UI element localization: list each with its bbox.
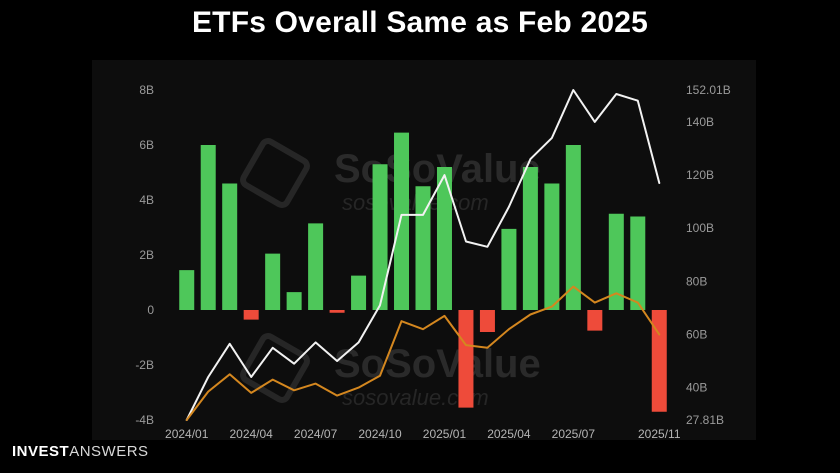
right-tick-label: 120B <box>686 168 714 182</box>
bar-2024/11 <box>394 132 410 310</box>
right-tick-label: 100B <box>686 221 714 235</box>
bar-2024/04 <box>243 310 259 320</box>
right-tick-label: 152.01B <box>686 83 731 97</box>
right-tick-label: 140B <box>686 115 714 129</box>
bar-2025/06 <box>544 183 560 310</box>
left-tick-label: -4B <box>135 413 154 427</box>
left-tick-label: 8B <box>139 83 154 97</box>
bar-2024/08 <box>329 310 345 313</box>
x-tick-label: 2025/04 <box>487 427 531 440</box>
x-tick-label: 2024/01 <box>165 427 209 440</box>
bar-2024/06 <box>286 292 302 310</box>
bar-2025/02 <box>458 310 474 408</box>
x-tick-label: 2024/07 <box>294 427 338 440</box>
x-tick-label: 2024/10 <box>358 427 402 440</box>
bar-2025/09 <box>608 213 624 310</box>
bar-2024/10 <box>372 164 388 310</box>
x-tick-label: 2025/11 <box>638 427 681 440</box>
x-tick-label: 2024/04 <box>229 427 273 440</box>
line-series <box>185 89 661 421</box>
bar-2024/03 <box>222 183 238 310</box>
bar-2025/01 <box>436 167 452 310</box>
line-series-2 <box>185 285 661 421</box>
right-tick-label: 60B <box>686 327 707 341</box>
bar-2024/05 <box>265 253 281 310</box>
bar-2024/09 <box>351 275 367 310</box>
bar-series <box>179 132 667 412</box>
bar-2025/10 <box>630 216 646 310</box>
brand-bold: INVEST <box>12 443 70 460</box>
x-tick-label: 2025/01 <box>423 427 467 440</box>
bar-2025/08 <box>587 310 603 331</box>
brand-logo: INVESTANSWERS <box>12 443 149 460</box>
right-tick-label: 80B <box>686 274 707 288</box>
chart-svg: SoSoValuesosovalue.comSoSoValuesosovalue… <box>135 83 731 440</box>
chart-panel: SoSoValuesosovalue.comSoSoValuesosovalue… <box>92 60 756 440</box>
watermark-logo-icon <box>240 138 310 208</box>
bar-2025/11 <box>651 310 667 412</box>
watermark-logo-icon <box>240 333 310 403</box>
bar-2025/07 <box>565 145 581 310</box>
bar-2024/12 <box>415 186 431 310</box>
bar-2024/01 <box>179 270 195 310</box>
watermark-name: SoSoValue <box>334 342 541 386</box>
bar-2024/07 <box>308 223 324 310</box>
line-series-1 <box>185 89 661 421</box>
left-y-axis: 8B 6B 4B 2B 0 -2B -4B <box>135 83 154 427</box>
brand-light: ANSWERS <box>69 443 149 460</box>
left-tick-label: -2B <box>135 358 154 372</box>
x-axis: 2024/01 2024/04 2024/07 2024/10 2025/01 2025/… <box>165 427 681 440</box>
right-tick-label: 27.81B <box>686 413 724 427</box>
left-tick-label: 6B <box>139 138 154 152</box>
watermark-url: sosovalue.com <box>342 190 489 215</box>
x-tick-label: 2025/07 <box>552 427 596 440</box>
chart-title: ETFs Overall Same as Feb 2025 <box>191 6 649 39</box>
right-y-axis: 152.01B 140B 120B 100B 80B 60B 40B 27.81B <box>686 83 731 427</box>
watermarks: SoSoValuesosovalue.comSoSoValuesosovalue… <box>240 138 541 410</box>
bar-2025/05 <box>522 167 538 310</box>
left-tick-label: 4B <box>139 193 154 207</box>
left-tick-label: 2B <box>139 248 154 262</box>
bar-2025/03 <box>479 310 495 332</box>
right-tick-label: 40B <box>686 381 707 395</box>
bar-2025/04 <box>501 228 517 310</box>
bar-2024/02 <box>200 145 216 310</box>
left-tick-label: 0 <box>147 303 154 317</box>
